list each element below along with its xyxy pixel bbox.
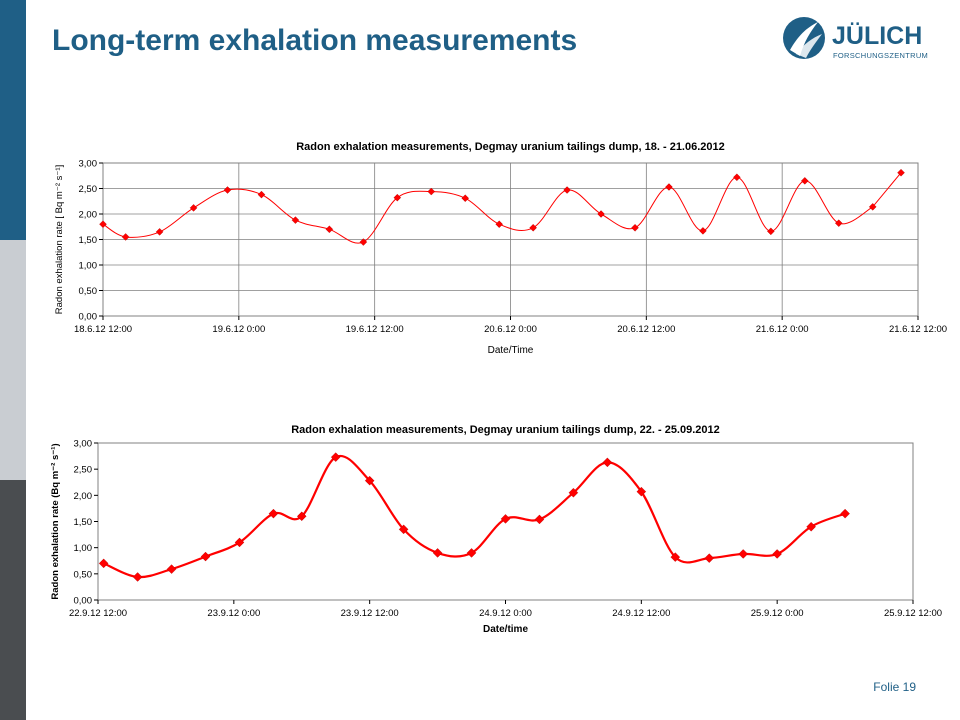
y-tick-label: 1,00 <box>79 261 98 272</box>
side-bar-top <box>0 0 26 240</box>
x-tick-label: 24.9.12 0:00 <box>479 608 532 619</box>
x-tick-label: 25.9.12 12:00 <box>884 608 942 619</box>
x-axis-label: Date/time <box>483 624 528 635</box>
y-tick-label: 3,00 <box>74 439 93 450</box>
x-tick-label: 20.6.12 12:00 <box>617 324 675 335</box>
data-point <box>189 204 198 212</box>
data-point <box>534 514 545 525</box>
logo-wordmark: JÜLICH <box>832 21 922 50</box>
data-point <box>840 508 850 519</box>
data-point <box>223 186 232 194</box>
data-point <box>767 227 775 236</box>
x-tick-label: 24.9.12 12:00 <box>612 608 670 619</box>
x-tick-label: 21.6.12 0:00 <box>756 324 809 335</box>
data-point <box>155 228 164 236</box>
data-point <box>291 216 300 224</box>
y-axis-label: Radon exhalation rate (Bq m⁻² s⁻¹) <box>50 443 61 599</box>
data-point <box>801 177 809 185</box>
data-point <box>733 173 741 182</box>
data-point <box>699 227 707 235</box>
y-tick-label: 0,50 <box>74 569 93 580</box>
x-tick-label: 25.9.12 0:00 <box>751 608 804 619</box>
side-bar-middle <box>0 240 26 480</box>
chart-title: Radon exhalation measurements, Degmay ur… <box>296 141 725 153</box>
data-point <box>834 219 843 227</box>
juelich-logo: JÜLICH FORSCHUNGSZENTRUM <box>783 17 928 60</box>
data-point <box>563 186 571 194</box>
data-point <box>398 524 409 535</box>
data-point <box>466 548 477 558</box>
x-tick-label: 21.6.12 12:00 <box>889 324 947 335</box>
data-point <box>602 457 613 468</box>
data-point <box>364 475 375 486</box>
slide-number: Folie 19 <box>873 680 916 694</box>
y-tick-label: 0,00 <box>79 312 98 323</box>
data-point <box>738 549 748 559</box>
y-tick-label: 0,50 <box>79 286 98 297</box>
data-point <box>897 168 905 177</box>
y-tick-label: 1,50 <box>74 517 93 528</box>
y-tick-label: 2,00 <box>74 491 93 502</box>
side-bar-bottom <box>0 480 26 720</box>
x-tick-label: 19.6.12 12:00 <box>346 324 404 335</box>
data-point <box>132 572 143 582</box>
juelich-emblem-icon <box>783 17 825 59</box>
chart-september: Radon exhalation measurements, Degmay ur… <box>50 424 942 635</box>
y-tick-label: 0,00 <box>74 596 93 607</box>
y-axis-label: Radon exhalation rate [ Bq m⁻² s⁻¹] <box>54 165 65 314</box>
data-point <box>330 452 341 462</box>
data-point <box>200 551 211 562</box>
data-point <box>325 225 334 234</box>
data-point <box>98 558 109 569</box>
slide-title: Long-term exhalation measurements <box>52 24 578 57</box>
data-point <box>99 220 107 228</box>
y-tick-label: 3,00 <box>79 159 98 170</box>
data-point <box>268 508 279 519</box>
data-point <box>665 183 673 191</box>
data-point <box>772 549 782 559</box>
y-tick-label: 2,00 <box>79 210 98 221</box>
x-tick-label: 23.9.12 12:00 <box>341 608 399 619</box>
data-point <box>597 210 605 218</box>
y-tick-label: 1,50 <box>79 235 98 246</box>
data-point <box>568 487 579 498</box>
series-line-end <box>872 172 902 208</box>
x-tick-label: 18.6.12 12:00 <box>74 324 132 335</box>
y-tick-label: 2,50 <box>79 184 98 195</box>
y-tick-label: 2,50 <box>74 465 93 476</box>
data-point <box>359 238 368 246</box>
data-point <box>631 223 639 232</box>
data-point <box>529 223 537 232</box>
data-point <box>636 486 647 497</box>
data-point <box>427 187 436 196</box>
y-tick-label: 1,00 <box>74 543 93 554</box>
x-axis-label: Date/Time <box>488 345 534 356</box>
data-point <box>234 537 245 548</box>
data-point <box>166 564 177 574</box>
chart-title: Radon exhalation measurements, Degmay ur… <box>291 424 720 436</box>
x-tick-label: 20.6.12 0:00 <box>484 324 537 335</box>
data-point <box>704 553 715 563</box>
data-point <box>296 511 307 522</box>
x-tick-label: 19.6.12 0:00 <box>212 324 265 335</box>
data-point <box>806 521 816 532</box>
data-point <box>121 233 130 241</box>
data-point <box>257 190 266 199</box>
data-point <box>495 220 503 228</box>
data-point <box>670 552 681 562</box>
chart-june: Radon exhalation measurements, Degmay ur… <box>54 141 947 356</box>
x-tick-label: 23.9.12 0:00 <box>207 608 260 619</box>
data-point <box>432 548 443 558</box>
data-point <box>461 194 470 202</box>
data-point <box>393 193 402 202</box>
x-tick-label: 22.9.12 12:00 <box>69 608 127 619</box>
logo-subtitle: FORSCHUNGSZENTRUM <box>833 51 928 60</box>
data-point <box>500 514 511 524</box>
